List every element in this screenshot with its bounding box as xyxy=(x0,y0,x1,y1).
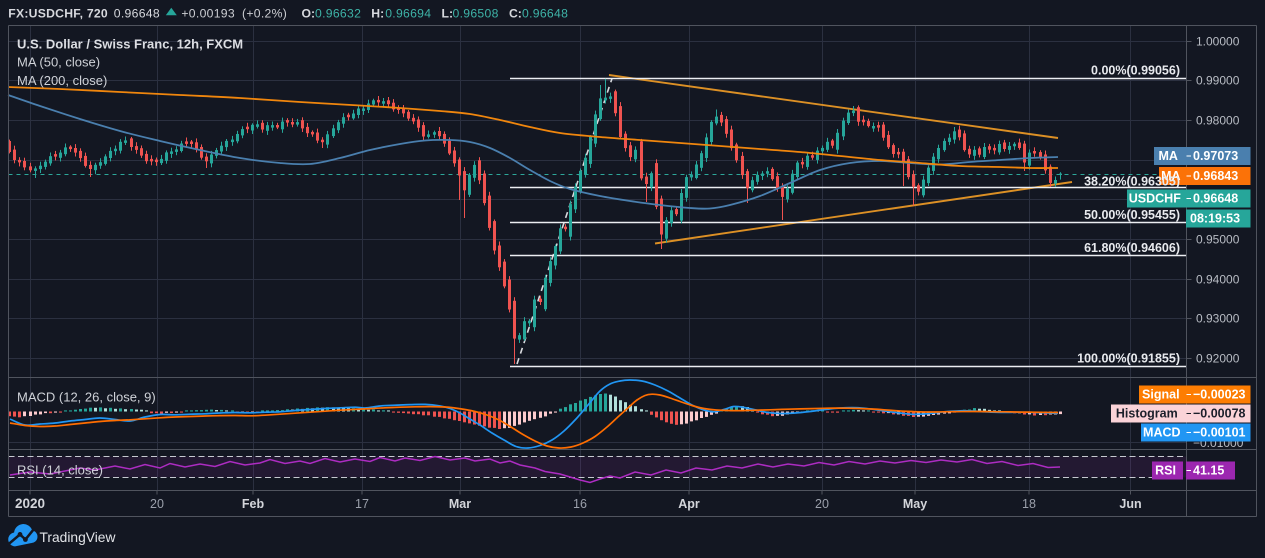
svg-text:USDCHF: USDCHF xyxy=(1129,192,1181,206)
svg-text:MA: MA xyxy=(1158,149,1177,163)
svg-text:0.96632: 0.96632 xyxy=(315,7,361,21)
svg-text:38.20%(0.96305): 38.20%(0.96305) xyxy=(1084,175,1180,189)
svg-text:−0.00078: −0.00078 xyxy=(1193,407,1246,421)
svg-text:0.96843: 0.96843 xyxy=(1193,169,1238,183)
svg-text:MA: MA xyxy=(1161,169,1180,183)
svg-text:May: May xyxy=(903,497,927,511)
svg-text:H:: H: xyxy=(371,7,384,21)
svg-text:20: 20 xyxy=(150,497,164,511)
svg-text:08:19:53: 08:19:53 xyxy=(1190,212,1240,226)
svg-text:Mar: Mar xyxy=(449,497,471,511)
svg-text:0.93000: 0.93000 xyxy=(1196,312,1240,326)
svg-text:RSI: RSI xyxy=(1155,464,1176,478)
svg-text:Signal: Signal xyxy=(1142,388,1180,402)
svg-text:Apr: Apr xyxy=(678,497,700,511)
svg-text:−0.00023: −0.00023 xyxy=(1193,388,1246,402)
svg-text:0.96648: 0.96648 xyxy=(522,7,568,21)
svg-text:MACD: MACD xyxy=(1143,426,1181,440)
svg-text:20: 20 xyxy=(815,497,829,511)
svg-text:O:: O: xyxy=(302,7,316,21)
svg-text:Feb: Feb xyxy=(242,497,265,511)
svg-text:2020: 2020 xyxy=(15,496,45,511)
svg-text:MA (50, close): MA (50, close) xyxy=(17,55,100,70)
svg-text:0.97073: 0.97073 xyxy=(1193,149,1238,163)
svg-text:18: 18 xyxy=(1022,497,1036,511)
svg-text:FX:USDCHF, 720: FX:USDCHF, 720 xyxy=(8,7,108,21)
svg-text:17: 17 xyxy=(355,497,369,511)
svg-text:−0.00101: −0.00101 xyxy=(1193,426,1246,440)
svg-text:1.00000: 1.00000 xyxy=(1196,35,1240,49)
svg-text:0.96508: 0.96508 xyxy=(453,7,499,21)
svg-text:0.95000: 0.95000 xyxy=(1196,233,1240,247)
svg-text:0.94000: 0.94000 xyxy=(1196,273,1240,287)
svg-text:(+0.2%): (+0.2%) xyxy=(242,7,287,21)
svg-text:0.96648: 0.96648 xyxy=(114,7,160,21)
svg-text:RSI (14, close): RSI (14, close) xyxy=(17,463,103,478)
svg-text:TradingView: TradingView xyxy=(40,530,116,545)
svg-text:Histogram: Histogram xyxy=(1116,407,1178,421)
svg-text:Jun: Jun xyxy=(1119,497,1141,511)
svg-text:L:: L: xyxy=(442,7,454,21)
svg-text:50.00%(0.95455): 50.00%(0.95455) xyxy=(1084,208,1180,222)
svg-text:U.S. Dollar / Swiss Franc, 12h: U.S. Dollar / Swiss Franc, 12h, FXCM xyxy=(17,37,243,52)
svg-text:0.96694: 0.96694 xyxy=(385,7,431,21)
svg-text:0.00%(0.99056): 0.00%(0.99056) xyxy=(1091,64,1180,78)
svg-text:C:: C: xyxy=(509,7,522,21)
svg-text:+0.00193: +0.00193 xyxy=(181,7,235,21)
svg-text:16: 16 xyxy=(573,497,587,511)
svg-text:MACD (12, 26, close, 9): MACD (12, 26, close, 9) xyxy=(17,390,156,405)
svg-text:100.00%(0.91855): 100.00%(0.91855) xyxy=(1077,352,1180,366)
svg-text:MA (200, close): MA (200, close) xyxy=(17,73,107,88)
svg-text:61.80%(0.94606): 61.80%(0.94606) xyxy=(1084,241,1180,255)
svg-text:0.96648: 0.96648 xyxy=(1193,192,1238,206)
svg-text:0.98000: 0.98000 xyxy=(1196,114,1240,128)
svg-text:0.99000: 0.99000 xyxy=(1196,74,1240,88)
svg-text:0.92000: 0.92000 xyxy=(1196,352,1240,366)
svg-text:41.15: 41.15 xyxy=(1193,464,1224,478)
